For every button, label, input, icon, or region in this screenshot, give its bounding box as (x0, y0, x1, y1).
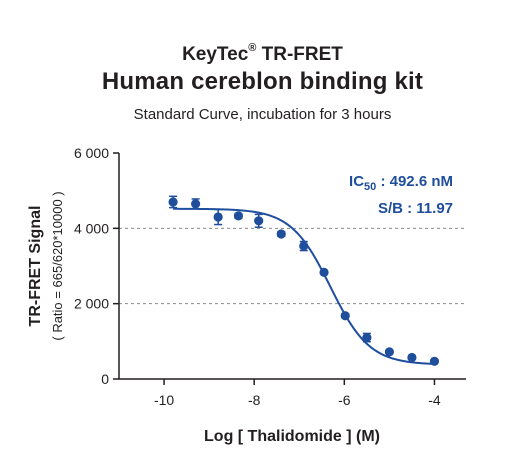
x-axis-label: Log [ Thalidomide ] (M) (204, 428, 380, 445)
x-tick-label: -4 (428, 392, 441, 408)
registered-mark: ® (248, 41, 257, 54)
y-tick-label: 2 000 (74, 296, 109, 312)
data-point (362, 332, 372, 343)
fit-curve (173, 207, 435, 365)
data-point (276, 229, 286, 239)
x-tick-label: -6 (338, 392, 351, 408)
chart-title: Human cereblon binding kit (101, 68, 424, 95)
axes (118, 153, 466, 380)
y-tick-label: 0 (101, 371, 109, 387)
data-point (191, 199, 201, 209)
data-point (233, 211, 244, 221)
y-tick-label: 4 000 (74, 220, 109, 236)
ic50-value: : 492.6 nM (376, 173, 453, 190)
ic50-prefix: IC (349, 173, 364, 190)
grid-lines (119, 227, 466, 305)
data-point (319, 267, 329, 278)
brand-title: KeyTec® TR-FRET (0, 41, 525, 66)
x-tick-label: -8 (248, 392, 261, 408)
data-point (168, 197, 178, 207)
data-points (168, 195, 440, 366)
x-tick-label: -10 (154, 392, 174, 408)
y-tick-label: 6 000 (74, 145, 109, 161)
fit-curve-group (173, 207, 435, 365)
data-point (384, 347, 394, 357)
y-axis-sublabel: ( Ratio = 665/620*10000 ) (50, 191, 65, 340)
chart-subtitle: Standard Curve, incubation for 3 hours (133, 106, 392, 123)
brand-name: KeyTec (182, 44, 249, 65)
data-point (429, 356, 440, 366)
ic50-annotation: IC50 : 492.6 nM (349, 173, 453, 193)
data-point (340, 311, 350, 321)
ticks: 0 2 000 4 000 6 000 -10 -8 -6 -4 (74, 145, 441, 408)
data-point (407, 352, 417, 363)
signal-background-annotation: S/B : 11.97 (378, 200, 453, 217)
data-point (213, 212, 223, 222)
data-point (299, 241, 309, 251)
brand-product: TR-FRET (256, 44, 343, 65)
data-point (254, 216, 264, 226)
y-axis-label: TR-FRET Signal (27, 206, 44, 327)
ic50-subscript: 50 (364, 181, 376, 193)
